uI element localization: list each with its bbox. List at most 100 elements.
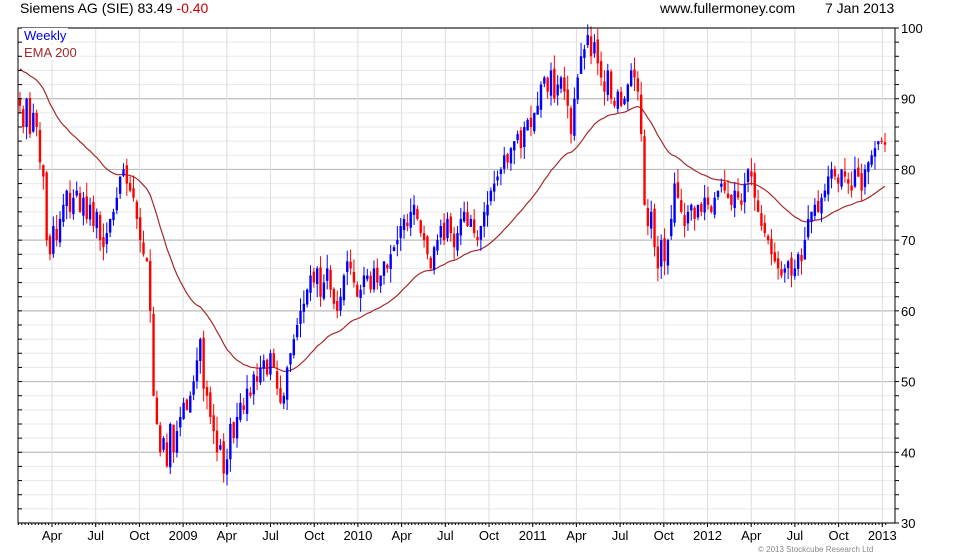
candle-body: [312, 271, 316, 283]
candle: [690, 203, 693, 221]
candle: [700, 202, 703, 217]
candle-body: [696, 204, 700, 218]
x-tick-label: Apr: [741, 528, 762, 543]
candle-body: [877, 141, 880, 145]
candle-body: [686, 211, 690, 224]
candle-body: [793, 268, 797, 277]
candle-body: [319, 267, 322, 297]
x-tick-label: Oct: [304, 528, 325, 543]
candle-body: [282, 395, 285, 404]
candle-body: [723, 182, 726, 191]
candle: [629, 63, 633, 88]
candle-body: [456, 233, 459, 251]
candle-body: [743, 183, 746, 203]
candle: [513, 141, 516, 165]
candle: [396, 226, 399, 257]
candle: [459, 207, 463, 246]
candle-body: [402, 218, 406, 231]
candle-body: [125, 165, 129, 184]
x-tick-label: Jul: [437, 528, 454, 543]
candle-body: [823, 190, 827, 198]
candle-body: [533, 112, 536, 132]
candle: [730, 193, 733, 211]
candle: [412, 195, 416, 225]
candle-body: [62, 204, 65, 222]
candle: [58, 211, 62, 248]
candle-body: [48, 236, 52, 255]
candle: [162, 436, 165, 453]
candle-body: [650, 211, 653, 229]
candle: [790, 252, 793, 288]
candle: [786, 259, 790, 280]
candle: [676, 169, 680, 200]
candle: [115, 187, 118, 215]
candle-body: [38, 129, 42, 163]
candle: [566, 75, 569, 119]
candle: [670, 205, 673, 240]
candle-body: [128, 182, 132, 191]
candle: [302, 290, 306, 324]
candle: [232, 421, 235, 444]
candle: [75, 181, 78, 198]
candle: [332, 287, 336, 310]
x-tick-label: 2010: [343, 528, 372, 543]
candle-body: [149, 261, 152, 311]
candle: [245, 375, 249, 422]
candle-body: [332, 289, 336, 304]
candle: [265, 358, 269, 377]
candle: [873, 140, 877, 170]
candle-body: [853, 169, 857, 187]
candle: [843, 157, 847, 183]
plot-border: [17, 27, 896, 524]
candle-body: [185, 399, 189, 410]
candle: [803, 226, 807, 260]
candle-body: [179, 416, 182, 428]
candle: [656, 235, 660, 282]
candle: [205, 380, 209, 410]
candle: [326, 254, 329, 290]
site-link[interactable]: www.fullermoney.com: [660, 0, 796, 16]
candle-body: [255, 376, 259, 382]
candle: [179, 406, 182, 437]
candle: [493, 170, 496, 202]
candle: [35, 109, 38, 137]
candle-body: [603, 81, 606, 92]
candle: [98, 211, 102, 251]
candle: [399, 217, 402, 251]
candle-body: [536, 105, 539, 115]
candle-body: [52, 226, 55, 254]
candle: [38, 121, 42, 170]
candle: [776, 251, 780, 280]
candle: [78, 186, 82, 214]
candle: [175, 420, 179, 458]
candle: [125, 158, 129, 196]
candle: [509, 146, 513, 171]
legend-frequency: Weekly: [22, 28, 69, 43]
candle-body: [352, 271, 356, 283]
candle-body: [469, 218, 473, 227]
candle: [806, 205, 810, 240]
candle-body: [506, 154, 509, 163]
candle-body: [619, 91, 623, 106]
candle: [723, 169, 726, 194]
candle-body: [690, 204, 693, 211]
candle-body: [529, 117, 533, 127]
candle-body: [342, 275, 346, 301]
candle-body: [503, 155, 506, 169]
candle-body: [279, 388, 282, 403]
candle-body: [850, 185, 853, 191]
candle-body: [760, 213, 763, 226]
candle: [312, 267, 316, 288]
x-tick-label: Jul: [262, 528, 279, 543]
candle-body: [449, 216, 452, 234]
candle-body: [155, 397, 159, 424]
candle-body: [432, 247, 436, 270]
candle: [686, 205, 690, 232]
candle: [743, 172, 746, 214]
candle: [52, 216, 55, 258]
candle: [439, 219, 442, 245]
candle: [870, 150, 873, 168]
candle-body: [663, 238, 666, 262]
candles: [18, 24, 887, 486]
candle-body: [883, 142, 887, 145]
